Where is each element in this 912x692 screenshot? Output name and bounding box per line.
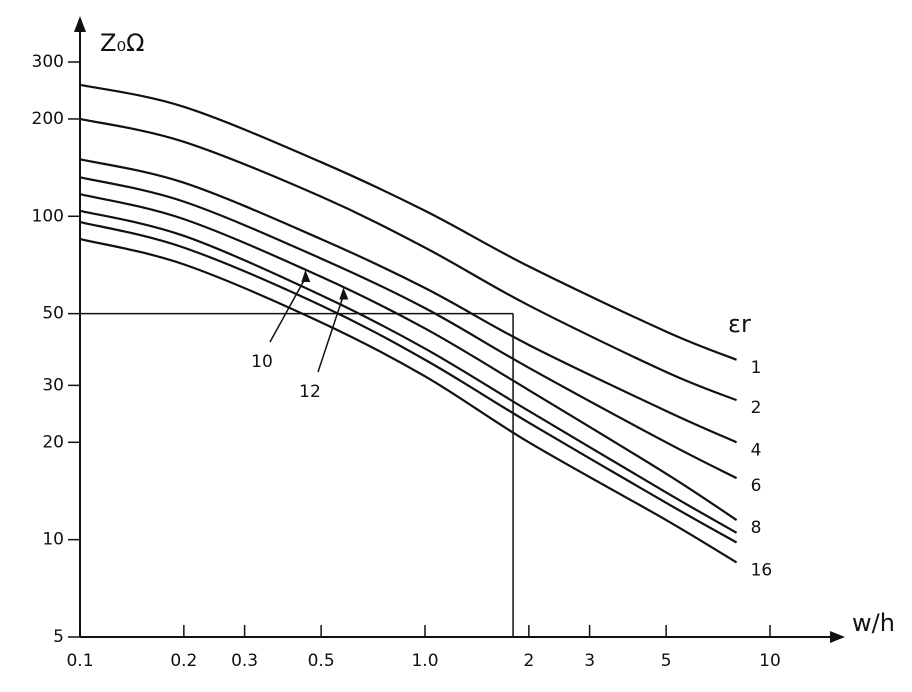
curve-label: 2 (751, 398, 762, 418)
chart: Z₀Ω w/h εr 5 10 20 30 50 100 200 300 0.1 0.2 0.3 0.… (0, 0, 912, 692)
curve (80, 239, 737, 562)
y-tick-label: 20 (42, 432, 64, 452)
annotation-arrow (270, 278, 305, 342)
annotation-arrow (318, 296, 343, 372)
y-tick-label: 50 (42, 304, 64, 324)
curve-label: 4 (751, 440, 762, 460)
curve (80, 222, 737, 542)
curve-label: 1 (751, 358, 762, 378)
y-tick-label: 100 (32, 206, 64, 226)
curve-label: 6 (751, 476, 762, 496)
x-label: w/h (852, 609, 895, 637)
y-tick-label: 5 (53, 627, 64, 647)
curve (80, 211, 737, 533)
curve (80, 177, 737, 478)
x-tick-label: 3 (584, 651, 595, 671)
y-tick-label: 10 (42, 530, 64, 550)
x-tick-label: 0.3 (231, 651, 258, 671)
legend-title: εr (728, 310, 751, 338)
x-tick-label: 0.5 (308, 651, 335, 671)
x-arrow (830, 631, 845, 643)
curve (80, 194, 737, 520)
y-tick-label: 200 (32, 109, 64, 129)
y-arrow (74, 16, 86, 32)
y-label: Z₀Ω (100, 29, 144, 57)
y-tick-label: 300 (32, 52, 64, 72)
curve-label: 16 (751, 560, 773, 580)
curve-label: 8 (751, 518, 762, 538)
x-tick-label: 10 (759, 651, 781, 671)
x-tick-label: 5 (661, 651, 672, 671)
x-tick-label: 2 (523, 651, 534, 671)
y-tick-label: 30 (42, 375, 64, 395)
curve (80, 119, 737, 400)
x-tick-label: 0.1 (66, 651, 93, 671)
curve-label: 10 (251, 352, 273, 372)
x-tick-label: 1.0 (411, 651, 438, 671)
x-tick-label: 0.2 (170, 651, 197, 671)
curve-label: 12 (299, 382, 321, 402)
